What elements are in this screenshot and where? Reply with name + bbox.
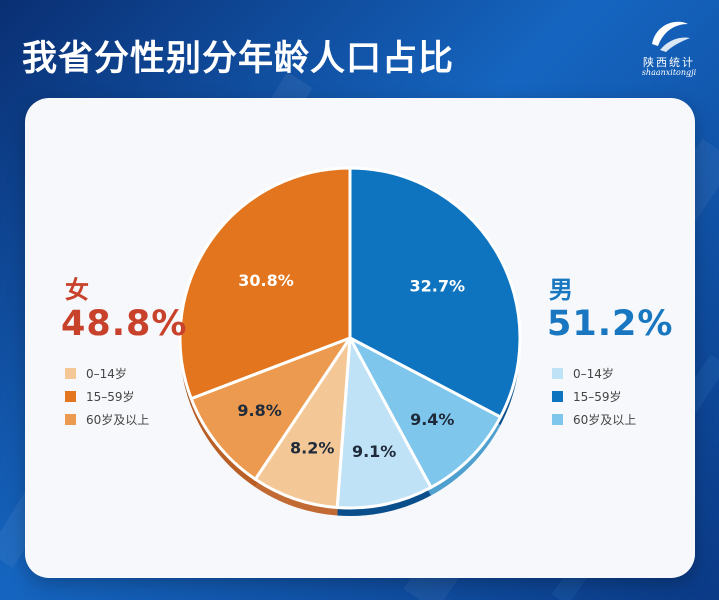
male-percent: 51.2% bbox=[547, 304, 674, 344]
logo-name-en: shaanxitongji bbox=[641, 68, 697, 77]
legend-label: 60岁及以上 bbox=[86, 412, 150, 427]
legend-label: 15–59岁 bbox=[86, 389, 135, 404]
legend-swatch bbox=[65, 413, 76, 425]
pie-slice bbox=[178, 166, 352, 401]
female-legend: 0–14岁 15–59岁 60岁及以上 bbox=[65, 363, 149, 432]
female-percent: 48.8% bbox=[61, 304, 188, 344]
female-title: 女 bbox=[65, 276, 89, 304]
logo: 陕西统计 shaanxitongji bbox=[628, 16, 710, 82]
pie-slice bbox=[348, 336, 502, 489]
legend-swatch bbox=[65, 367, 76, 379]
pie-slice bbox=[253, 336, 352, 510]
female-legend-item: 15–59岁 bbox=[65, 386, 149, 406]
chart-card: 32.7% 9.4% 9.1% 8.2% 9.8% 30.8% 女 48.8% 0–14岁… bbox=[25, 98, 695, 578]
legend-swatch bbox=[552, 413, 563, 425]
male-title: 男 bbox=[549, 276, 573, 304]
legend-label: 0–14岁 bbox=[573, 366, 614, 381]
legend-swatch bbox=[65, 390, 76, 402]
logo-name-cn: 陕西统计 bbox=[643, 56, 695, 69]
pie-slice-label: 30.8% bbox=[238, 271, 294, 290]
pie-slice-label: 9.4% bbox=[410, 410, 454, 429]
legend-label: 60岁及以上 bbox=[573, 412, 637, 427]
logo-mark-icon bbox=[652, 21, 690, 52]
male-legend-item: 15–59岁 bbox=[552, 386, 636, 406]
female-legend-item: 60岁及以上 bbox=[65, 409, 149, 429]
page-title: 我省分性别分年龄人口占比 bbox=[22, 39, 455, 79]
male-legend: 0–14岁 15–59岁 60岁及以上 bbox=[552, 363, 636, 432]
pie-slice bbox=[189, 336, 352, 481]
pie-slice-label: 32.7% bbox=[410, 276, 466, 295]
male-legend-item: 0–14岁 bbox=[552, 363, 636, 383]
pie-slice bbox=[335, 336, 433, 510]
pie-slice-label: 8.2% bbox=[290, 438, 334, 457]
legend-label: 0–14岁 bbox=[86, 366, 127, 381]
male-legend-item: 60岁及以上 bbox=[552, 409, 636, 429]
pie-chart: 32.7% 9.4% 9.1% 8.2% 9.8% 30.8% bbox=[178, 166, 522, 517]
pie-slice bbox=[348, 166, 522, 419]
pie-slice-label: 9.1% bbox=[352, 442, 396, 461]
legend-label: 15–59岁 bbox=[573, 389, 622, 404]
pie-slice-label: 9.8% bbox=[237, 401, 281, 420]
legend-swatch bbox=[552, 390, 563, 402]
legend-swatch bbox=[552, 367, 563, 379]
female-legend-item: 0–14岁 bbox=[65, 363, 149, 383]
